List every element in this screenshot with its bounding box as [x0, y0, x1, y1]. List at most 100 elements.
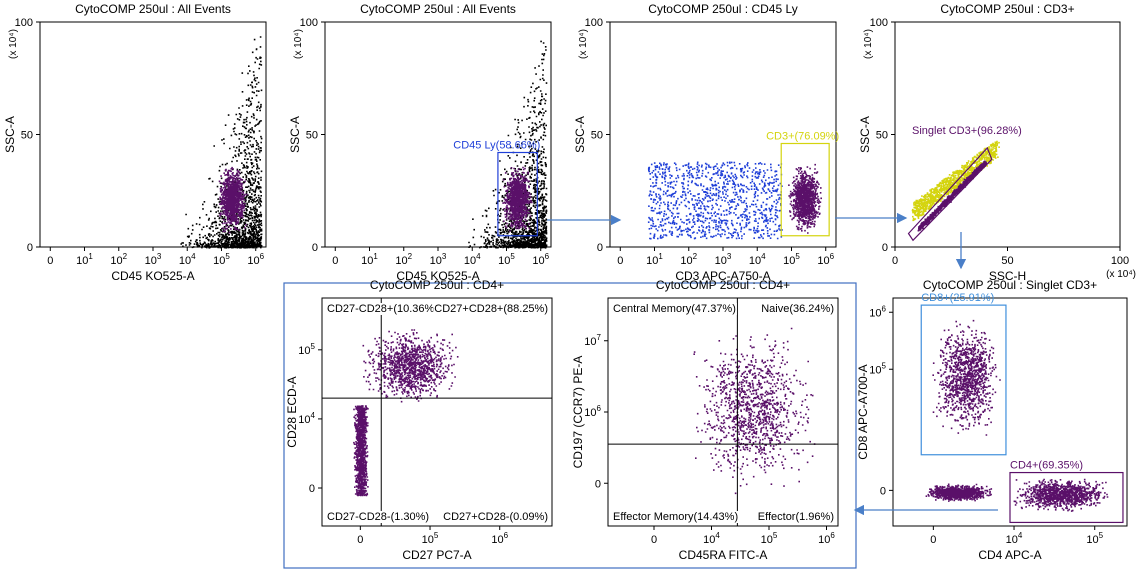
gate-label: CD8+(25.91%)	[921, 292, 994, 304]
event-dot-cloud	[917, 160, 988, 232]
x-tick-label: 104	[464, 252, 481, 267]
y-axis: 0 104 105	[298, 342, 322, 495]
plot-title: CytoCOMP 250ul : All Events	[360, 2, 516, 16]
population-cd3-	[647, 161, 783, 240]
quadrant-label-bg	[760, 303, 835, 315]
bottom-panel-group-frame	[283, 282, 857, 569]
y-tick-label: 50	[876, 130, 888, 142]
event-dot-cloud	[925, 483, 993, 502]
y-axis-label: CD8 APC-A700-A	[856, 364, 870, 459]
x-axis: 0 104 105	[930, 526, 1104, 546]
y-axis-exponent: (x 10⁴)	[8, 29, 19, 59]
x-tick-label: 104	[749, 252, 766, 267]
gate	[780, 142, 830, 237]
x-axis: 0 105 106	[357, 526, 509, 546]
event-dots	[647, 161, 822, 240]
population-cd27-cd28-	[362, 329, 459, 403]
plot-title: CytoCOMP 250ul : CD4+	[370, 278, 504, 292]
event-dot-cloud	[218, 166, 248, 234]
y-tick-label: 50	[21, 130, 33, 142]
plot-p4: CytoCOMP 250ul : CD3+ 0 50 100 0 50 100 SSC-H SS…	[858, 2, 1136, 283]
event-dot-cloud	[362, 329, 459, 403]
y-axis: 0 50 100	[300, 17, 325, 254]
y-tick-label: 105	[869, 361, 886, 376]
x-axis-label: CD27 PC7-A	[402, 548, 471, 562]
event-dots	[468, 40, 548, 249]
x-axis-label: CD3 APC-A750-A	[675, 269, 770, 283]
quadrant-label-bl: Effector Memory(14.43%)	[613, 511, 738, 523]
plot-title: CytoCOMP 250ul : CD3+	[940, 2, 1074, 16]
y-axis-label: CD197 (CCR7) PE-A	[571, 356, 585, 469]
quadrant-label-br: CD27+CD28-(0.09%)	[443, 511, 548, 523]
y-axis-exponent: (x 10⁴)	[578, 29, 589, 59]
y-tick-label: 104	[298, 411, 315, 426]
plot-title: CytoCOMP 250ul : CD45 Ly	[648, 2, 797, 16]
quadrant-label-bg	[612, 303, 737, 315]
x-tick-label: 106	[532, 252, 549, 267]
x-tick-label: 103	[145, 252, 162, 267]
x-tick-label: 0	[47, 255, 53, 267]
plot-frame	[892, 297, 1128, 527]
population-doublets	[911, 140, 1000, 222]
plot-p6: CytoCOMP 250ul : CD4+ 0 104 105 106 0 106 107 CD…	[571, 278, 839, 562]
event-dot-cloud	[647, 161, 783, 240]
population-cd45-ly	[502, 166, 533, 232]
y-tick-label: 50	[591, 130, 603, 142]
plot-p1: CytoCOMP 250ul : All Events 0 101 102 103 104…	[3, 2, 267, 283]
x-tick-label: 106	[818, 531, 835, 546]
event-dots	[693, 327, 816, 495]
y-tick-label: 50	[306, 130, 318, 142]
quadrant-label-br: Effector(1.96%)	[758, 511, 834, 523]
plot-title: CytoCOMP 250ul : CD4+	[656, 278, 790, 292]
x-axis-label: SSC-H	[989, 269, 1026, 283]
y-axis: 0 50 100	[585, 17, 610, 254]
x-tick-label: 0	[332, 255, 338, 267]
event-dot-cloud	[353, 405, 369, 497]
quadrant-label-bg	[326, 303, 439, 315]
plot-title: CytoCOMP 250ul : All Events	[75, 2, 231, 16]
y-axis-label: SSC-A	[573, 116, 587, 153]
event-dots	[180, 36, 263, 249]
gate	[920, 304, 1007, 456]
x-axis-label: CD45RA FITC-A	[679, 548, 768, 562]
quadrant-label-bg	[442, 511, 549, 523]
y-tick-label: 100	[585, 17, 603, 29]
x-tick-label: 0	[617, 255, 623, 267]
y-axis-label: SSC-A	[858, 116, 872, 153]
population-cd8-	[932, 319, 1001, 436]
event-dot-cloud	[180, 36, 263, 249]
y-tick-label: 106	[584, 404, 601, 419]
y-axis-exponent: (x 10⁴)	[293, 29, 304, 59]
x-tick-label: 101	[646, 252, 663, 267]
event-dot-cloud	[502, 166, 533, 232]
gate-label: Singlet CD3+(96.28%)	[912, 125, 1022, 137]
quadrant-label-bg	[326, 511, 431, 523]
quadrant-label-bl: CD27-CD28-(1.30%)	[327, 511, 429, 523]
quadrant-label-tl: Central Memory(47.37%)	[613, 303, 736, 315]
x-axis-label: CD45 KO525-A	[396, 269, 479, 283]
x-axis: 0 101 102 103 104 105 106	[617, 247, 835, 267]
x-tick-label: 50	[1001, 255, 1013, 267]
y-axis-label: SSC-A	[3, 116, 17, 153]
population-singlet-cd3-	[917, 160, 988, 232]
x-tick-label: 106	[491, 531, 508, 546]
gate	[497, 151, 538, 237]
event-dot-cloud	[911, 140, 1000, 222]
y-tick-label: 0	[880, 485, 886, 497]
x-axis: 0 101 102 103 104 105 106	[47, 247, 265, 267]
x-tick-label: 104	[179, 252, 196, 267]
x-tick-label: 105	[213, 252, 230, 267]
event-dot-cloud	[932, 319, 1001, 436]
x-tick-label: 102	[110, 252, 127, 267]
x-tick-label: 106	[247, 252, 264, 267]
gate-label: CD3+(76.09%)	[766, 131, 839, 143]
population-all-events	[180, 36, 263, 249]
y-tick-label: 105	[298, 342, 315, 357]
y-tick-label: 0	[27, 242, 33, 254]
y-tick-label: 0	[595, 478, 601, 490]
y-tick-label: 0	[309, 483, 315, 495]
x-tick-label: 106	[817, 252, 834, 267]
plot-p7: CytoCOMP 250ul : Singlet CD3+ 0 104 105 0 105…	[856, 278, 1128, 562]
plot-title: CytoCOMP 250ul : Singlet CD3+	[923, 278, 1097, 292]
y-axis: 0 50 100	[870, 17, 895, 254]
